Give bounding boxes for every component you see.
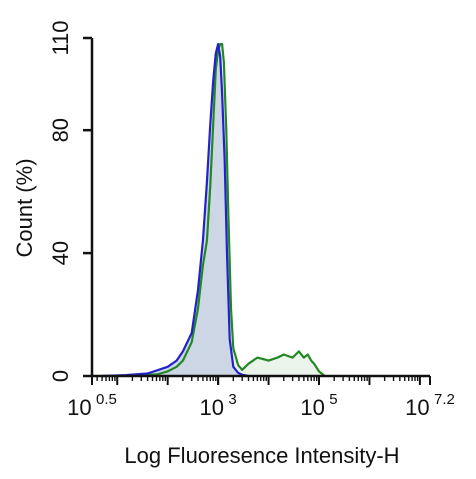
x-tick-label: 10 3 [200, 391, 237, 420]
series-0-line [101, 42, 249, 378]
y-tick-label: 80 [48, 118, 73, 142]
x-axis-ticks [91, 376, 431, 385]
x-tick-label: 10 7.2 [405, 391, 455, 420]
x-axis-tick-labels: 10 0.5 10 3 10 5 10 7.2 [67, 391, 455, 420]
series-0-fill [102, 44, 249, 376]
plot-area [90, 38, 430, 378]
x-tick-label: 10 0.5 [67, 391, 117, 420]
y-tick-label: 0 [48, 370, 73, 382]
y-axis-title: Count (%) [12, 158, 37, 257]
y-axis-ticks: 0 40 80 110 [48, 20, 92, 382]
y-tick-label: 110 [48, 20, 73, 55]
x-axis-title: Log Fluoresence Intensity-H [124, 443, 399, 468]
series-1-line [101, 42, 326, 378]
x-tick-label: 10 5 [300, 391, 337, 420]
y-tick-label: 40 [48, 241, 73, 265]
